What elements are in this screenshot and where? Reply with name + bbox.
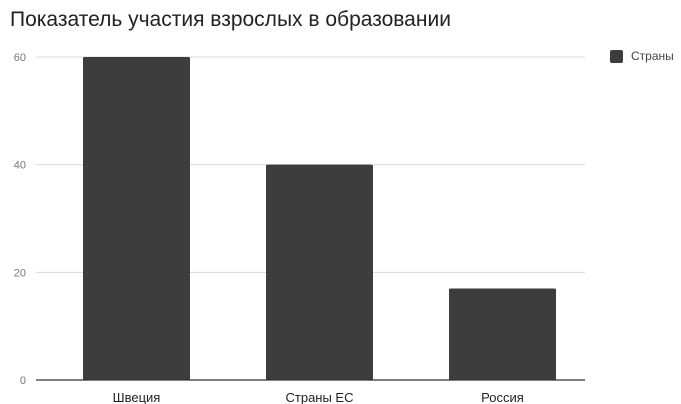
bar [266,164,373,380]
x-tick-label: Швеция [113,390,161,404]
legend: Страны [610,49,674,63]
chart-title: Показатель участия взрослых в образовани… [10,8,451,31]
legend-label: Страны [631,49,674,63]
bar [83,57,190,380]
y-tick-label: 40 [14,160,26,172]
y-tick-label: 60 [14,52,26,64]
bar [449,288,556,380]
x-tick-label: Страны ЕС [286,390,354,404]
y-tick-label: 0 [20,375,26,387]
x-tick-label: Россия [481,390,524,404]
y-tick-label: 20 [14,267,26,279]
legend-swatch [610,49,623,63]
